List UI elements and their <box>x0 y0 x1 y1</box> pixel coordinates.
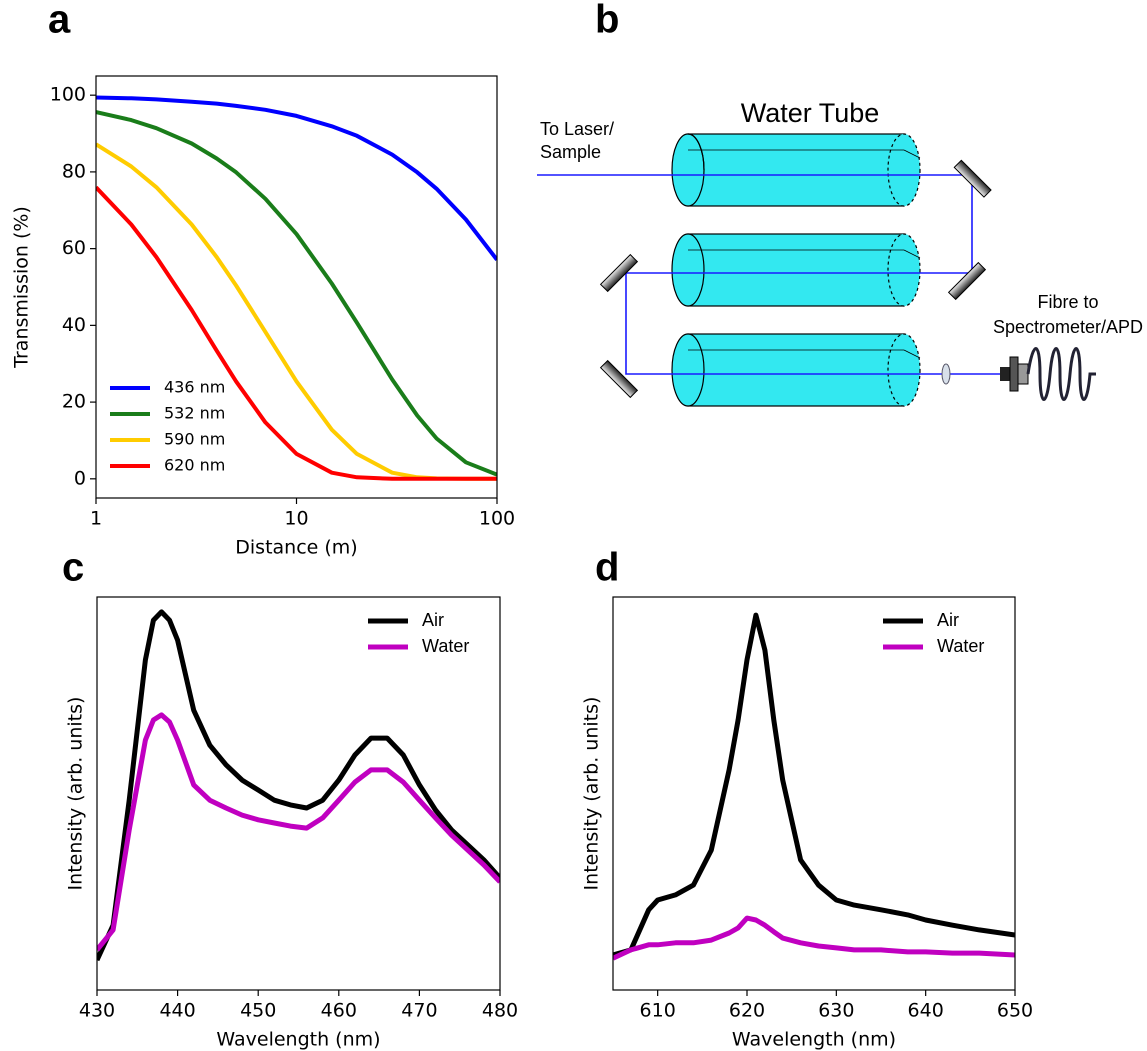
data-line <box>97 712 500 952</box>
x-tick-label: 610 <box>640 1000 676 1022</box>
x-tick-label: 630 <box>818 1000 854 1022</box>
y-axis-label: Transmission (%) <box>11 206 33 369</box>
y-tick-label: 80 <box>62 160 86 182</box>
data-line <box>613 612 1015 958</box>
y-tick-label: 100 <box>50 84 86 106</box>
fibre-coupler <box>1000 347 1096 401</box>
data-line <box>97 609 500 962</box>
panel-label: c <box>62 546 84 590</box>
lens <box>941 363 951 385</box>
panel-label: d <box>595 546 619 590</box>
legend-label: Air <box>937 610 959 630</box>
y-tick-label: 20 <box>62 391 86 413</box>
legend-label: Air <box>422 610 444 630</box>
legend-label: 436 nm <box>164 378 225 397</box>
water-tubes <box>671 133 921 407</box>
beam-path <box>537 174 1000 375</box>
x-tick-label: 430 <box>79 1000 115 1022</box>
input-label: To Laser/ <box>540 119 614 139</box>
x-tick-label: 100 <box>479 508 515 530</box>
legend-label: 620 nm <box>164 456 225 475</box>
x-axis-label: Wavelength (nm) <box>216 1029 380 1051</box>
x-tick-label: 620 <box>729 1000 765 1022</box>
legend-label: Water <box>937 636 984 656</box>
output-label: Fibre to <box>1037 292 1098 312</box>
x-tick-label: 450 <box>240 1000 276 1022</box>
diagram-title: Water Tube <box>741 98 880 128</box>
panel: a 1 10 100 0 20 40 60 80 100 Distance (m) Transmiss… <box>11 0 516 559</box>
panel: d 610 620 630 640 650 Wavelength (nm) Intensity… <box>581 546 1034 1051</box>
panel-label: a <box>48 0 71 42</box>
x-axis-label: Wavelength (nm) <box>732 1029 896 1051</box>
y-tick-label: 0 <box>74 467 86 489</box>
input-label: Sample <box>540 142 601 162</box>
x-tick-label: 650 <box>997 1000 1033 1022</box>
mirrors <box>599 159 992 399</box>
x-axis-label: Distance (m) <box>235 537 357 559</box>
legend-label: Water <box>422 636 469 656</box>
output-label: Spectrometer/APD <box>993 317 1143 337</box>
y-tick-label: 40 <box>62 314 86 336</box>
legend-label: 532 nm <box>164 404 225 423</box>
x-tick-label: 440 <box>159 1000 195 1022</box>
x-tick-label: 460 <box>321 1000 357 1022</box>
y-axis-label: Intensity (arb. units) <box>581 697 603 891</box>
y-tick-label: 60 <box>62 237 86 259</box>
data-line <box>613 915 1015 961</box>
data-line <box>96 110 497 477</box>
x-tick-label: 640 <box>908 1000 944 1022</box>
data-line <box>96 142 497 481</box>
plot-frame <box>96 596 501 991</box>
plot-frame <box>95 75 498 499</box>
x-tick-label: 470 <box>401 1000 437 1022</box>
data-line <box>96 95 497 262</box>
x-tick-label: 1 <box>90 508 102 530</box>
panel-label: b <box>595 0 619 42</box>
plot-frame <box>612 596 1016 991</box>
x-tick-label: 10 <box>284 508 308 530</box>
panel: c 430 440 450 460 470 480 Wavelength (nm) Intens… <box>62 546 518 1051</box>
y-axis-label: Intensity (arb. units) <box>65 697 87 891</box>
data-line <box>96 185 497 481</box>
legend-label: 590 nm <box>164 430 225 449</box>
diagram: b Water Tube To Laser/ Sample Fibre to S… <box>537 0 1143 407</box>
x-tick-label: 480 <box>482 1000 518 1022</box>
